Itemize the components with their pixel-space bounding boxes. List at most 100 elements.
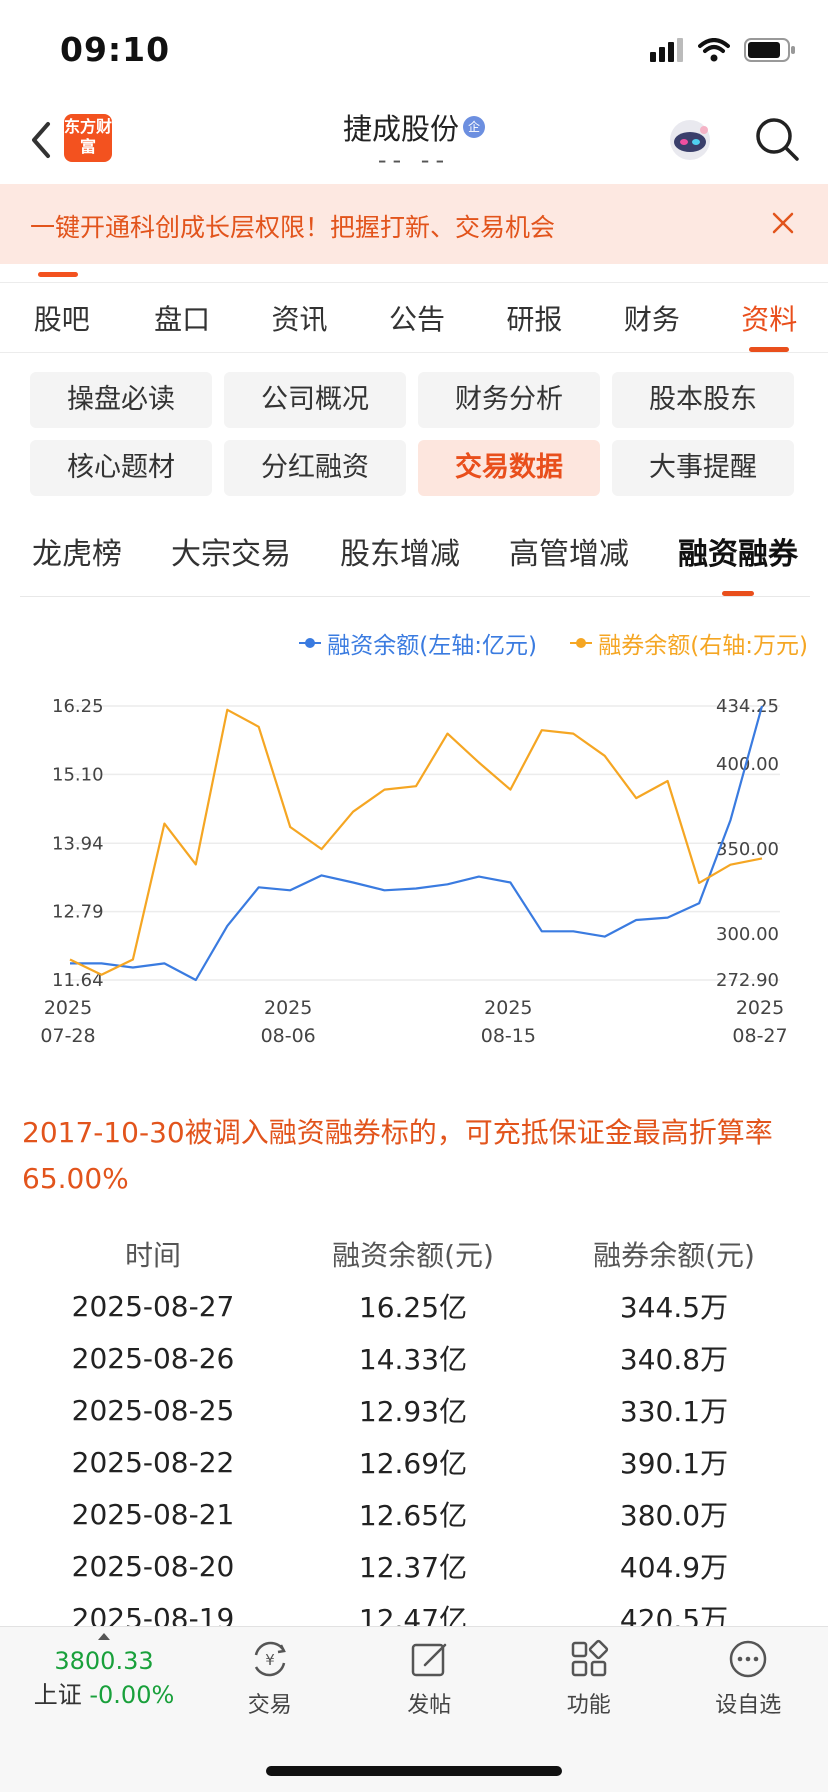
subtab-company-overview[interactable]: 公司概况: [224, 372, 406, 428]
robot-assistant-icon[interactable]: [666, 116, 714, 164]
nav-functions-label: 功能: [566, 1693, 611, 1718]
index-name: 上证: [33, 1681, 82, 1709]
promo-banner-text[interactable]: 一键开通科创成长层权限！把握打新、交易机会: [30, 213, 556, 242]
left-axis-tick-label: 11.64: [52, 970, 104, 991]
margin-data-table: 时间 融资余额(元) 融券余额(元) 2025-08-27 16.25亿 344…: [0, 1228, 828, 1644]
subtab-trading-data[interactable]: 交易数据: [418, 440, 600, 496]
tab-executive-changes[interactable]: 高管增减: [509, 537, 629, 572]
table-header: 时间 融资余额(元) 融券余额(元): [0, 1228, 828, 1280]
cell-lending-balance: 390.1万: [619, 1447, 729, 1480]
post-icon: [412, 1643, 447, 1677]
x-axis-tick-date: 08-06: [261, 1025, 316, 1047]
tab-block-trade[interactable]: 大宗交易: [171, 537, 291, 572]
x-axis-tick-year: 2025: [484, 997, 532, 1019]
trade-icon: ¥: [254, 1641, 286, 1677]
right-axis-tick-label: 300.00: [716, 924, 779, 945]
tab-shareholder-changes[interactable]: 股东增减: [340, 537, 460, 572]
divider: [0, 352, 828, 353]
right-axis-tick-label: 350.00: [716, 839, 779, 860]
x-axis-tick-year: 2025: [736, 997, 784, 1019]
wifi-icon: [698, 38, 730, 62]
tab-margin-trading[interactable]: 融资融券: [666, 520, 810, 596]
promo-banner[interactable]: 一键开通科创成长层权限！把握打新、交易机会: [0, 184, 828, 264]
cell-financing-balance: 12.37亿: [358, 1551, 468, 1584]
nav-functions[interactable]: 功能: [509, 1637, 669, 1719]
table-row[interactable]: 2025-08-21 12.65亿 380.0万: [0, 1488, 828, 1540]
cell-lending-balance: 380.0万: [619, 1499, 729, 1532]
tab-dragon-tiger[interactable]: 龙虎榜: [32, 537, 122, 572]
close-icon[interactable]: [768, 208, 798, 238]
enterprise-badge-icon: 企: [463, 116, 485, 138]
main-tabs: 股吧 盘口 资讯 公告 研报 财务 资料: [0, 292, 828, 352]
subtab-dividends-financing[interactable]: 分红融资: [224, 440, 406, 496]
status-time: 09:10: [60, 30, 171, 69]
market-index-ticker[interactable]: 3800.33 上证 -0.00%: [20, 1633, 188, 1712]
cell-financing-balance: 14.33亿: [358, 1343, 468, 1376]
banner-page-indicator: [38, 272, 78, 277]
index-value: 3800.33: [54, 1647, 154, 1675]
margin-eligibility-note: 2017-10-30被调入融资融券标的，可充抵保证金最高折算率65.00%: [22, 1116, 773, 1195]
profile-subcategories: 操盘必读 公司概况 财务分析 股本股东 核心题材 分红融资 交易数据 大事提醒: [30, 372, 800, 496]
margin-balance-chart[interactable]: 16.25 15.10 13.94 12.79 11.64 434.25 400.00 350…: [0, 680, 828, 1080]
header-financing-balance: 融资余额(元): [332, 1239, 494, 1272]
left-axis-tick-label: 15.10: [52, 764, 104, 785]
status-bar: 09:10: [0, 0, 828, 96]
stock-price-placeholder: -- --: [377, 146, 451, 174]
index-change: -0.00%: [89, 1681, 175, 1709]
index-line: 上证 -0.00%: [20, 1678, 188, 1712]
left-axis-tick-label: 12.79: [52, 902, 104, 923]
divider: [20, 596, 810, 597]
table-row[interactable]: 2025-08-22 12.69亿 390.1万: [0, 1436, 828, 1488]
cell-lending-balance: 404.9万: [619, 1551, 729, 1584]
subtab-shareholders[interactable]: 股本股东: [612, 372, 794, 428]
subtab-core-themes[interactable]: 核心题材: [30, 440, 212, 496]
tab-profile[interactable]: 资料: [711, 292, 828, 352]
x-axis-tick-year: 2025: [264, 997, 312, 1019]
subtab-trading-essentials[interactable]: 操盘必读: [30, 372, 212, 428]
subtab-major-events[interactable]: 大事提醒: [612, 440, 794, 496]
stock-title: 捷成股份企: [0, 106, 828, 148]
cell-lending-balance: 340.8万: [619, 1343, 729, 1376]
nav-add-watchlist[interactable]: 设自选: [669, 1637, 828, 1719]
legend-marker-blue: [299, 638, 322, 648]
cell-financing-balance: 16.25亿: [358, 1291, 468, 1324]
tab-news[interactable]: 资讯: [271, 303, 328, 336]
cell-date: 2025-08-20: [71, 1549, 235, 1583]
nav-trade-label: 交易: [247, 1693, 292, 1718]
left-axis-tick-label: 16.25: [52, 696, 104, 717]
cell-date: 2025-08-22: [71, 1445, 235, 1479]
legend-securities-lending-balance[interactable]: 融券余额(右轴:万元): [570, 626, 808, 660]
subtab-financial-analysis[interactable]: 财务分析: [418, 372, 600, 428]
nav-post[interactable]: 发帖: [350, 1637, 510, 1719]
tab-finance[interactable]: 财务: [623, 303, 680, 336]
tab-announcements[interactable]: 公告: [388, 303, 445, 336]
nav-add-watchlist-label: 设自选: [715, 1693, 782, 1718]
nav-trade[interactable]: ¥ 交易: [190, 1637, 350, 1719]
header-lending-balance: 融券余额(元): [593, 1239, 755, 1272]
table-row[interactable]: 2025-08-26 14.33亿 340.8万: [0, 1332, 828, 1384]
right-axis-tick-label: 434.25: [716, 696, 779, 717]
back-arrow-icon[interactable]: [26, 116, 56, 164]
tab-research[interactable]: 研报: [506, 303, 563, 336]
divider: [0, 282, 828, 283]
x-axis-tick-year: 2025: [44, 997, 92, 1019]
lending-balance-line: [69, 708, 763, 976]
trading-data-tabs: 龙虎榜 大宗交易 股东增减 高管增减 融资融券: [20, 520, 810, 596]
cell-lending-balance: 344.5万: [619, 1291, 729, 1324]
bottom-nav: ¥ 交易 发帖 功能: [190, 1637, 828, 1719]
tab-guba[interactable]: 股吧: [33, 303, 90, 336]
app-logo[interactable]: 东方财富: [64, 114, 112, 162]
x-axis-tick-date: 07-28: [40, 1025, 95, 1047]
table-row[interactable]: 2025-08-25 12.93亿 330.1万: [0, 1384, 828, 1436]
financing-balance-line: [70, 705, 764, 982]
right-axis-tick-label: 272.90: [716, 970, 779, 991]
cell-financing-balance: 12.65亿: [358, 1499, 468, 1532]
search-icon[interactable]: [754, 116, 800, 162]
table-row[interactable]: 2025-08-27 16.25亿 344.5万: [0, 1280, 828, 1332]
legend-financing-balance[interactable]: 融资余额(左轴:亿元): [299, 626, 537, 660]
cell-date: 2025-08-25: [71, 1393, 235, 1427]
table-row[interactable]: 2025-08-20 12.37亿 404.9万: [0, 1540, 828, 1592]
right-axis-tick-label: 400.00: [716, 754, 779, 775]
home-indicator: [266, 1766, 562, 1776]
tab-pankou[interactable]: 盘口: [154, 303, 211, 336]
